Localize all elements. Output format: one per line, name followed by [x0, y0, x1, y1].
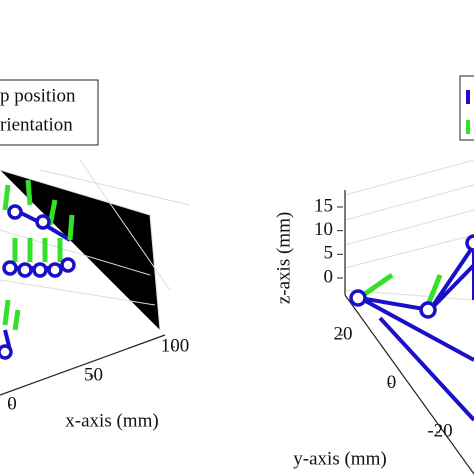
legend-label: p position — [0, 85, 76, 106]
z-axis-label: z-axis (mm) — [273, 212, 294, 304]
legend-box — [0, 79, 99, 146]
y-axis-label: y-axis (mm) — [293, 448, 386, 469]
legend-box — [459, 75, 474, 141]
left-plot-art — [0, 159, 191, 396]
x-tick-label: 100 — [161, 335, 190, 356]
z-tick-label: 0 — [324, 266, 334, 287]
z-tick-label: 5 — [324, 243, 334, 264]
legend-label: rientation — [0, 114, 73, 135]
z-tick-label: 15 — [314, 195, 333, 216]
x-tick-label: 50 — [84, 364, 103, 385]
y-tick-label: -20 — [427, 420, 452, 441]
z-tick-label: 10 — [314, 219, 333, 240]
x-axis-label: x-axis (mm) — [65, 410, 158, 431]
x-tick-label: 0 — [7, 393, 17, 414]
right-plot-art — [344, 159, 474, 474]
y-tick-label: 0 — [387, 372, 397, 393]
y-tick-label: 20 — [334, 323, 353, 344]
